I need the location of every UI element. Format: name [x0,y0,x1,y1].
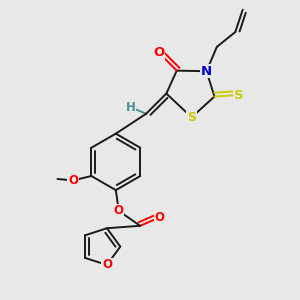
Text: O: O [68,174,78,187]
Text: O: O [153,46,164,59]
Text: O: O [114,204,124,218]
Text: S: S [234,88,244,101]
Text: H: H [126,101,136,114]
Text: S: S [187,111,196,124]
Text: O: O [102,259,112,272]
Text: O: O [154,211,164,224]
Text: N: N [201,65,212,78]
